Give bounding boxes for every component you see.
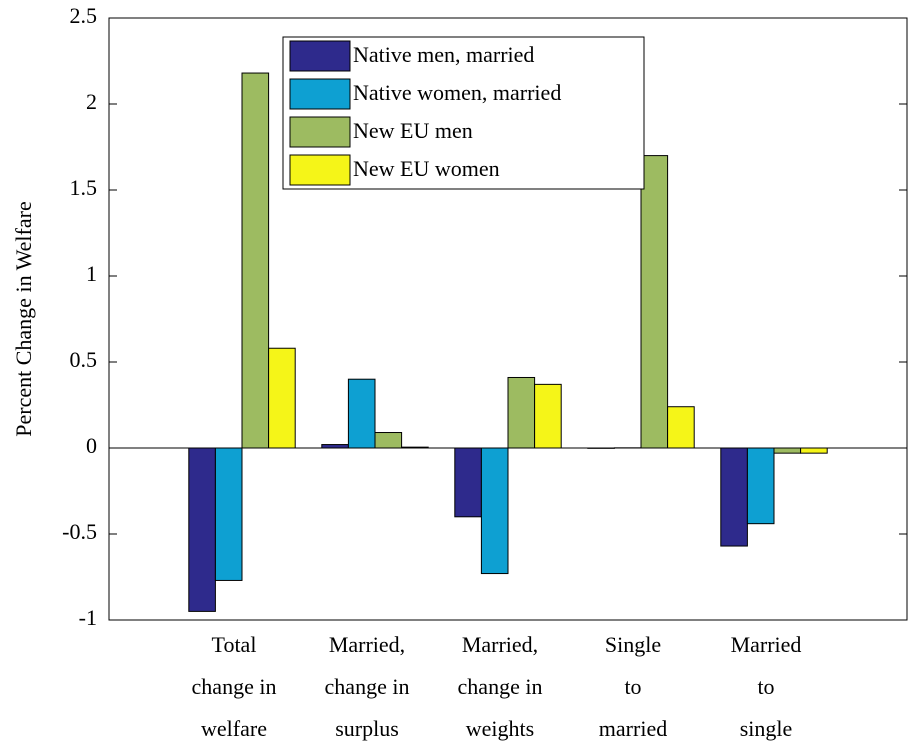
bar [640, 155, 669, 449]
y-tick-label: 2 [86, 89, 97, 114]
bar [321, 444, 349, 449]
y-tick-label: 1.5 [70, 175, 98, 200]
y-axis-label: Percent Change in Welfare [11, 201, 36, 436]
x-tick-label: Married [731, 632, 802, 657]
x-tick-label: single [740, 716, 793, 741]
x-tick-label: Total [212, 632, 257, 657]
x-tick-label: change in [192, 674, 277, 699]
bar [746, 447, 775, 525]
x-tick-label: Married, [329, 632, 405, 657]
legend-label: New EU men [353, 118, 473, 143]
x-tick-label: welfare [201, 716, 267, 741]
y-tick-label: 2.5 [70, 3, 98, 28]
legend-label: Native women, married [353, 80, 561, 105]
x-tick-label: Married, [462, 632, 538, 657]
plot-frame [108, 17, 908, 621]
y-tick-label: -1 [79, 605, 97, 630]
y-tick-label: 0.5 [70, 347, 98, 372]
bar [534, 383, 562, 449]
bar [507, 376, 536, 449]
legend-swatch [289, 40, 351, 72]
bar [214, 447, 243, 581]
bar [480, 447, 509, 575]
x-tick-label: Single [605, 632, 661, 657]
bar [347, 378, 376, 449]
bar [454, 447, 482, 518]
x-tick-label: surplus [335, 716, 399, 741]
bar [800, 447, 828, 454]
bar [773, 447, 802, 454]
legend-swatch [289, 116, 351, 148]
bar [188, 447, 216, 612]
x-tick-label: change in [325, 674, 410, 699]
x-tick-label: weights [466, 716, 534, 741]
legend-label: New EU women [353, 156, 500, 181]
y-tick-label: 1 [86, 261, 97, 286]
y-tick-label: 0 [86, 433, 97, 458]
legend-swatch [289, 154, 351, 186]
legend-label: Native men, married [353, 42, 534, 67]
bar [720, 447, 748, 547]
x-tick-label: to [624, 674, 641, 699]
bar [268, 347, 296, 449]
x-tick-label: change in [458, 674, 543, 699]
x-tick-label: to [757, 674, 774, 699]
bar [241, 72, 270, 449]
x-tick-label: married [599, 716, 667, 741]
bar [374, 432, 403, 449]
y-tick-label: -0.5 [62, 519, 97, 544]
legend-swatch [289, 78, 351, 110]
bar [667, 406, 695, 449]
